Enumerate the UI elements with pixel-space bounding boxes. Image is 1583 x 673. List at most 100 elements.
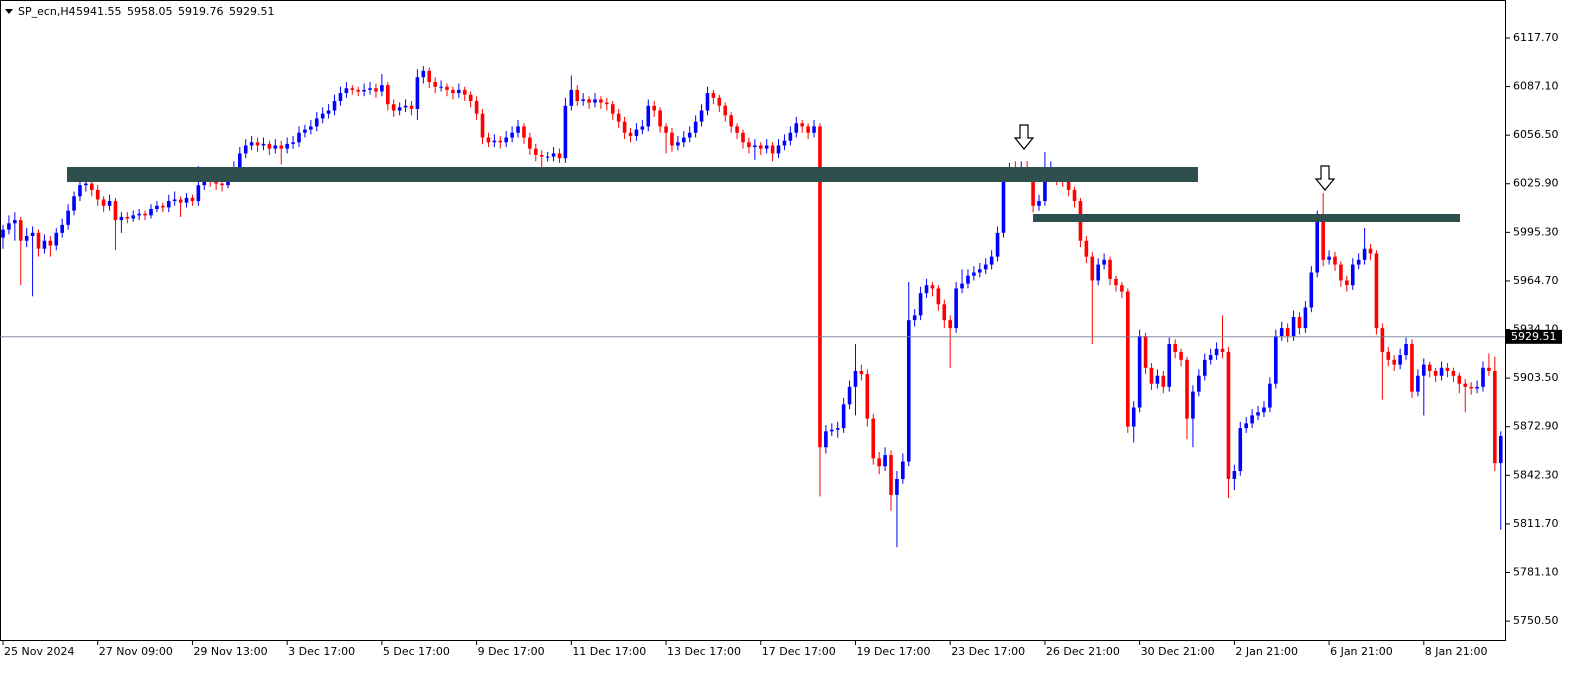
candle-body <box>285 143 289 149</box>
candle-body <box>1090 256 1095 281</box>
candle-body <box>664 126 668 133</box>
candle-body <box>48 240 53 246</box>
candle-body <box>30 232 35 236</box>
x-tick-label: 30 Dec 21:00 <box>1141 645 1215 658</box>
candle-body <box>238 153 242 170</box>
candle-body <box>1315 216 1320 273</box>
candle-body <box>741 132 745 143</box>
candle-body <box>1481 367 1485 387</box>
candle-body <box>995 232 1000 257</box>
x-tick-label: 3 Dec 17:00 <box>288 645 355 658</box>
candle-body <box>243 145 248 154</box>
candle-body <box>309 126 313 130</box>
candle-body <box>196 185 201 202</box>
candle-body <box>788 132 793 141</box>
candle-body <box>924 285 929 294</box>
candle-body <box>166 201 171 208</box>
candle-body <box>1102 259 1106 265</box>
candle-body <box>1279 328 1284 337</box>
candle-body <box>1439 367 1444 376</box>
x-tick-label: 8 Jan 21:00 <box>1425 645 1488 658</box>
candle-body <box>249 142 254 146</box>
candle-body <box>350 88 355 90</box>
x-tick-label: 29 Nov 13:00 <box>193 645 267 658</box>
candle-body <box>587 99 591 103</box>
candle-body <box>1487 367 1491 371</box>
candle-body <box>1232 471 1237 479</box>
candle-body <box>1161 375 1166 387</box>
candle-body <box>1268 383 1272 408</box>
candle-body <box>1202 359 1207 376</box>
candle-body <box>492 140 497 143</box>
candle-body <box>705 93 710 111</box>
candle-body <box>1173 343 1177 352</box>
candle-body <box>1244 423 1248 429</box>
candle-body <box>676 142 680 146</box>
candle-body <box>137 213 141 216</box>
candle-body <box>131 215 136 219</box>
candle-body <box>610 104 615 114</box>
candle-body <box>344 88 349 94</box>
candle-body <box>930 285 935 289</box>
symbol: SP_ecn,H4 <box>18 5 76 18</box>
candle-body <box>72 196 76 211</box>
candle-body <box>912 315 917 321</box>
candle-body <box>747 142 751 148</box>
candle-body <box>782 140 787 146</box>
candle-body <box>534 148 538 155</box>
candle-body <box>954 288 958 329</box>
candle-body <box>818 126 822 448</box>
candle-body <box>178 199 183 203</box>
y-tick-label: 6056.50 <box>1513 128 1559 141</box>
candle-body <box>581 99 585 102</box>
candle-body <box>462 89 467 95</box>
candle-body <box>356 89 360 92</box>
candle-body <box>326 110 331 114</box>
header-value: 5941.55 <box>76 5 122 18</box>
candle-body <box>835 428 840 430</box>
candle-body <box>279 145 284 149</box>
y-tick-label: 5995.30 <box>1513 225 1559 238</box>
candle-body <box>1380 328 1385 352</box>
candle-body <box>1345 280 1349 286</box>
candle-body <box>605 102 609 105</box>
candle-body <box>593 99 597 103</box>
candle-body <box>830 429 834 432</box>
candle-body <box>841 404 846 429</box>
candle-body <box>877 458 881 467</box>
candle-body <box>386 85 390 105</box>
candle-body <box>95 189 100 200</box>
candle-body <box>575 89 580 102</box>
candle-body <box>1493 370 1497 464</box>
candle-body <box>1072 189 1077 202</box>
candle-body <box>528 137 532 149</box>
y-tick-label: 6025.90 <box>1513 177 1559 190</box>
candle-body <box>646 105 651 127</box>
x-tick-label: 19 Dec 17:00 <box>856 645 930 658</box>
y-tick-label: 5842.30 <box>1513 468 1559 481</box>
candle-body <box>616 113 621 122</box>
candle-body <box>433 81 437 87</box>
candle-body <box>1256 412 1260 416</box>
candle-body <box>338 93 343 102</box>
candle-body <box>753 145 757 148</box>
candle-body <box>332 101 337 111</box>
candle-body <box>1321 216 1325 260</box>
candle-body <box>563 105 568 159</box>
candle-body <box>220 183 224 186</box>
candle-body <box>1368 248 1373 254</box>
resistance-zone <box>1033 214 1460 222</box>
candle-body <box>1333 256 1337 265</box>
y-tick-label: 5811.70 <box>1513 517 1559 530</box>
y-tick-label: 6117.70 <box>1513 31 1559 44</box>
candle-body <box>729 115 733 127</box>
candle-body <box>1191 391 1195 419</box>
candle-body <box>125 216 130 219</box>
candle-body <box>1066 181 1071 190</box>
candle-body <box>474 101 479 114</box>
candle-body <box>1498 436 1503 464</box>
candle-body <box>60 224 64 233</box>
y-tick-label: 5903.50 <box>1513 371 1559 384</box>
candle-body <box>1309 272 1314 308</box>
candle-body <box>368 88 372 90</box>
